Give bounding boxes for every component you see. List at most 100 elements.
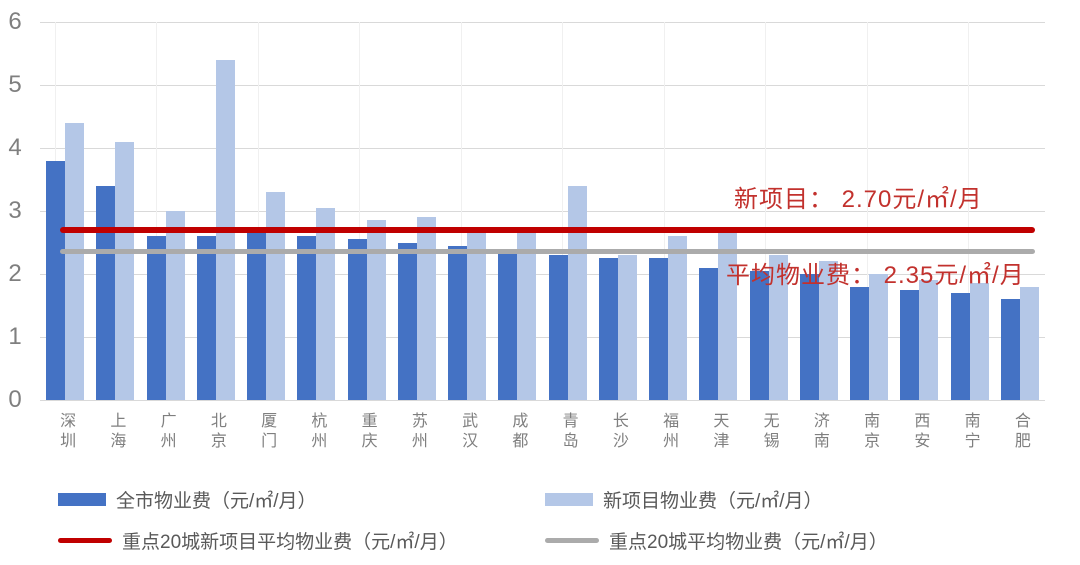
bar-citywide-青岛 [548,255,568,400]
bar-newproject-南京 [869,274,889,400]
bar-newproject-广州 [165,211,185,400]
x-label-cell-合肥: 合肥 [1001,412,1039,452]
gridline-1 [40,336,1045,338]
bar-citywide-广州 [146,236,166,400]
bar-group-长沙 [598,255,637,400]
bar-citywide-福州 [649,258,669,400]
y-tick-label-1: 1 [8,323,22,350]
gridline-6 [40,21,1045,23]
x-label-重庆: 重庆 [358,412,376,452]
bar-group-青岛 [548,185,587,400]
bar-newproject-杭州 [316,207,336,400]
legend-item-new-project-fee-swatch-icon [545,493,593,506]
plot-area: 新项目： 2.70元/㎡/月 平均物业费： 2.35元/㎡/月 [40,21,1045,401]
gridline-vertical [663,22,665,400]
bar-citywide-北京 [196,236,216,400]
bar-newproject-天津 [718,233,738,400]
bar-newproject-成都 [517,226,537,400]
x-label-苏州: 苏州 [408,412,426,452]
gridline-vertical [968,22,969,400]
bar-citywide-西安 [900,289,920,400]
x-label-cell-深圳: 深圳 [46,412,84,452]
gridline-4 [40,147,1045,149]
bar-newproject-苏州 [416,217,436,400]
x-label-cell-西安: 西安 [900,412,938,452]
legend-item-new-project-avg-line: 重点20城新项目平均物业费（元/㎡/月） [58,527,545,554]
legend-item-new-project-fee-label: 新项目物业费（元/㎡/月） [603,491,823,512]
x-label-cell-成都: 成都 [498,412,536,452]
x-label-cell-无锡: 无锡 [750,412,788,452]
x-label-cell-福州: 福州 [649,412,687,452]
x-label-广州: 广州 [157,412,175,452]
bar-newproject-武汉 [467,233,487,400]
bar-newproject-济南 [818,261,838,400]
gridline-vertical [257,22,259,400]
bar-group-苏州 [397,217,436,400]
legend-item-citywide-fee-label: 全市物业费（元/㎡/月） [116,491,317,512]
x-label-福州: 福州 [660,412,678,452]
legend: 全市物业费（元/㎡/月） 新项目物业费（元/㎡/月） 重点20城新项目平均物业费（元… [58,486,888,554]
bar-citywide-深圳 [46,160,66,400]
x-label-cell-天津: 天津 [699,412,737,452]
y-tick-label-4: 4 [8,134,22,161]
gridline-5 [40,84,1045,86]
legend-item-new-project-avg-line-swatch-icon [58,538,112,543]
y-tick-label-6: 6 [8,8,22,35]
gridline-vertical [156,22,157,400]
bar-citywide-武汉 [448,245,468,400]
bar-citywide-南宁 [950,292,970,400]
bar-group-西安 [900,280,939,400]
bar-newproject-长沙 [617,255,637,400]
x-label-杭州: 杭州 [308,412,326,452]
x-label-北京: 北京 [207,412,225,452]
bar-group-广州 [146,211,185,400]
x-label-西安: 西安 [911,412,929,452]
bar-citywide-成都 [498,248,518,400]
bar-group-济南 [799,261,838,400]
bar-group-合肥 [1000,286,1039,400]
bar-group-福州 [649,236,688,400]
bar-citywide-厦门 [247,233,267,400]
x-label-深圳: 深圳 [57,412,75,452]
bar-group-南京 [850,274,889,400]
x-label-天津: 天津 [710,412,728,452]
legend-item-citywide-fee-swatch-icon [58,493,106,506]
bar-group-上海 [96,141,135,400]
bar-series-container [40,22,1045,400]
x-label-cell-南宁: 南宁 [951,412,989,452]
x-label-南京: 南京 [861,412,879,452]
legend-item-new-project-avg-line-label: 重点20城新项目平均物业费（元/㎡/月） [122,532,458,553]
annotation-overall-avg: 平均物业费： 2.35元/㎡/月 [726,262,1025,289]
bar-citywide-天津 [699,267,719,400]
bar-newproject-南宁 [969,283,989,400]
x-label-cell-上海: 上海 [96,412,134,452]
bar-citywide-济南 [799,274,819,400]
x-label-cell-苏州: 苏州 [398,412,436,452]
bar-citywide-长沙 [598,258,618,400]
bar-group-重庆 [347,220,386,400]
legend-item-new-project-fee: 新项目物业费（元/㎡/月） [545,486,888,513]
bar-citywide-无锡 [749,270,769,400]
bar-group-成都 [498,226,537,400]
x-axis-labels: 深圳 上海 广州 北京 厦门 杭州 重庆 苏州 武汉 成都 青岛 长沙 福州 天津 无锡 济南 南京 西安 南宁 合肥 [40,412,1045,452]
gridline-3 [40,210,1045,212]
bar-newproject-福州 [668,236,688,400]
legend-item-citywide-fee: 全市物业费（元/㎡/月） [58,486,545,513]
y-tick-label-2: 2 [8,260,22,287]
y-tick-label-5: 5 [8,71,22,98]
x-label-上海: 上海 [107,412,125,452]
legend-item-overall-avg-line-swatch-icon [545,538,599,543]
x-label-cell-青岛: 青岛 [549,412,587,452]
gridline-vertical [562,22,563,400]
x-label-cell-长沙: 长沙 [599,412,637,452]
gridline-vertical [765,22,766,400]
bar-citywide-苏州 [397,242,417,400]
bar-citywide-重庆 [347,239,367,400]
x-label-cell-重庆: 重庆 [348,412,386,452]
x-label-成都: 成都 [509,412,527,452]
x-label-武汉: 武汉 [459,412,477,452]
x-label-cell-济南: 济南 [800,412,838,452]
bar-newproject-深圳 [65,122,85,400]
bar-group-无锡 [749,255,788,400]
